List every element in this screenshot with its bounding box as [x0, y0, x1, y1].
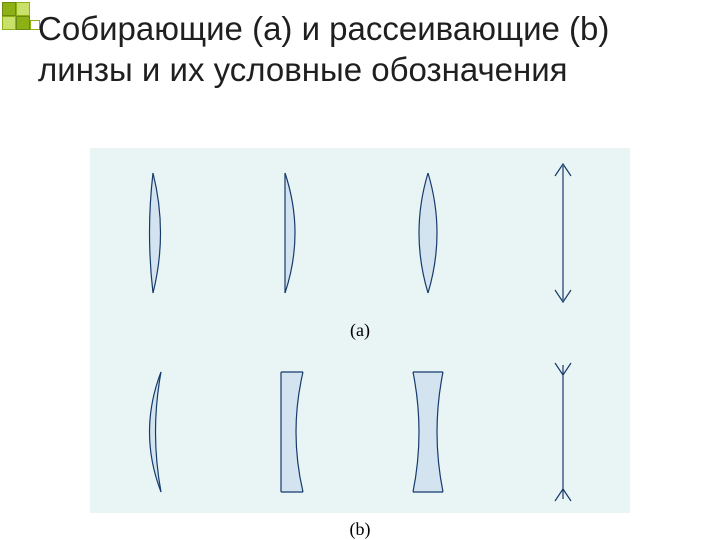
- deco-sq-3: [16, 16, 30, 30]
- label-a: (a): [90, 320, 630, 341]
- lens-a3: [368, 163, 488, 303]
- lens-b1: [98, 362, 218, 502]
- deco-sq-2: [2, 16, 16, 30]
- lens-b3: [368, 362, 488, 502]
- deco-sq-0: [2, 2, 16, 16]
- lens-a1: [98, 163, 218, 303]
- lens-a2: [233, 163, 353, 303]
- label-b: (b): [90, 519, 630, 540]
- deco-sq-1: [16, 2, 30, 16]
- lens-diagram: (a): [90, 148, 630, 513]
- lens-b2: [233, 362, 353, 502]
- page-title: Собирающие (a) и рассеивающие (b) линзы …: [38, 8, 678, 91]
- symbol-converging: [503, 158, 623, 308]
- row-diverging: [90, 347, 630, 517]
- symbol-diverging: [503, 357, 623, 507]
- row-converging: [90, 148, 630, 318]
